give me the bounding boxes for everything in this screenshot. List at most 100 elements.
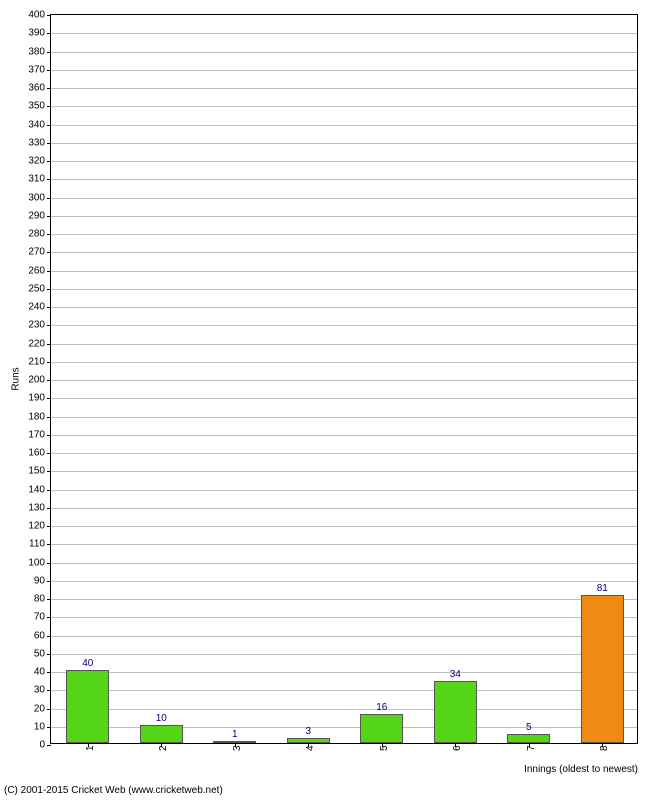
ytick-mark <box>47 106 51 107</box>
gridline <box>51 325 637 326</box>
x-axis-label: Innings (oldest to newest) <box>524 764 638 775</box>
xtick-label: 7 <box>526 745 537 751</box>
ytick-label: 290 <box>28 210 45 221</box>
bar-value-label: 3 <box>305 726 311 737</box>
gridline <box>51 453 637 454</box>
ytick-label: 70 <box>34 612 45 623</box>
ytick-mark <box>47 563 51 564</box>
bar-value-label: 40 <box>82 658 93 669</box>
ytick-mark <box>47 490 51 491</box>
bar-value-label: 81 <box>597 583 608 594</box>
chart-frame: 0102030405060708090100110120130140150160… <box>0 0 650 800</box>
ytick-mark <box>47 252 51 253</box>
ytick-label: 180 <box>28 411 45 422</box>
ytick-mark <box>47 508 51 509</box>
gridline <box>51 70 637 71</box>
gridline <box>51 417 637 418</box>
plot-area: 0102030405060708090100110120130140150160… <box>50 14 638 744</box>
ytick-label: 10 <box>34 721 45 732</box>
gridline <box>51 307 637 308</box>
gridline <box>51 52 637 53</box>
ytick-mark <box>47 52 51 53</box>
ytick-mark <box>47 289 51 290</box>
gridline <box>51 179 637 180</box>
ytick-label: 100 <box>28 557 45 568</box>
ytick-mark <box>47 617 51 618</box>
ytick-mark <box>47 179 51 180</box>
ytick-mark <box>47 307 51 308</box>
gridline <box>51 672 637 673</box>
gridline <box>51 161 637 162</box>
gridline <box>51 435 637 436</box>
bar <box>360 714 403 743</box>
gridline <box>51 143 637 144</box>
ytick-label: 340 <box>28 119 45 130</box>
gridline <box>51 617 637 618</box>
ytick-mark <box>47 417 51 418</box>
copyright-footer: (C) 2001-2015 Cricket Web (www.cricketwe… <box>4 785 223 796</box>
bar-value-label: 10 <box>156 713 167 724</box>
ytick-mark <box>47 234 51 235</box>
xtick-label: 3 <box>232 745 243 751</box>
ytick-mark <box>47 198 51 199</box>
ytick-mark <box>47 125 51 126</box>
gridline <box>51 727 637 728</box>
bar <box>66 670 109 743</box>
ytick-mark <box>47 70 51 71</box>
ytick-label: 330 <box>28 137 45 148</box>
ytick-label: 20 <box>34 703 45 714</box>
gridline <box>51 563 637 564</box>
bar-value-label: 1 <box>232 729 238 740</box>
ytick-label: 200 <box>28 375 45 386</box>
gridline <box>51 599 637 600</box>
ytick-label: 310 <box>28 174 45 185</box>
gridline <box>51 88 637 89</box>
gridline <box>51 125 637 126</box>
ytick-mark <box>47 636 51 637</box>
ytick-label: 240 <box>28 302 45 313</box>
ytick-mark <box>47 362 51 363</box>
ytick-label: 390 <box>28 28 45 39</box>
ytick-mark <box>47 727 51 728</box>
gridline <box>51 654 637 655</box>
gridline <box>51 709 637 710</box>
gridline <box>51 490 637 491</box>
ytick-label: 270 <box>28 247 45 258</box>
y-axis-label: Runs <box>11 367 22 390</box>
ytick-label: 370 <box>28 64 45 75</box>
ytick-mark <box>47 471 51 472</box>
gridline <box>51 216 637 217</box>
gridline <box>51 380 637 381</box>
xtick-label: 2 <box>158 745 169 751</box>
ytick-label: 150 <box>28 466 45 477</box>
gridline <box>51 508 637 509</box>
gridline <box>51 581 637 582</box>
ytick-label: 260 <box>28 265 45 276</box>
bar <box>140 725 183 743</box>
ytick-mark <box>47 344 51 345</box>
bar-value-label: 16 <box>376 702 387 713</box>
ytick-mark <box>47 88 51 89</box>
ytick-label: 320 <box>28 156 45 167</box>
ytick-label: 50 <box>34 648 45 659</box>
gridline <box>51 252 637 253</box>
gridline <box>51 471 637 472</box>
gridline <box>51 544 637 545</box>
ytick-label: 160 <box>28 448 45 459</box>
ytick-label: 110 <box>29 539 45 550</box>
gridline <box>51 289 637 290</box>
gridline <box>51 198 637 199</box>
ytick-label: 300 <box>28 192 45 203</box>
ytick-mark <box>47 654 51 655</box>
ytick-mark <box>47 544 51 545</box>
bar-value-label: 34 <box>450 669 461 680</box>
xtick-label: 8 <box>599 745 610 751</box>
gridline <box>51 362 637 363</box>
ytick-label: 280 <box>28 229 45 240</box>
xtick-label: 6 <box>452 745 463 751</box>
ytick-label: 0 <box>39 740 45 751</box>
ytick-mark <box>47 216 51 217</box>
xtick-label: 5 <box>379 745 390 751</box>
gridline <box>51 636 637 637</box>
ytick-label: 40 <box>34 667 45 678</box>
